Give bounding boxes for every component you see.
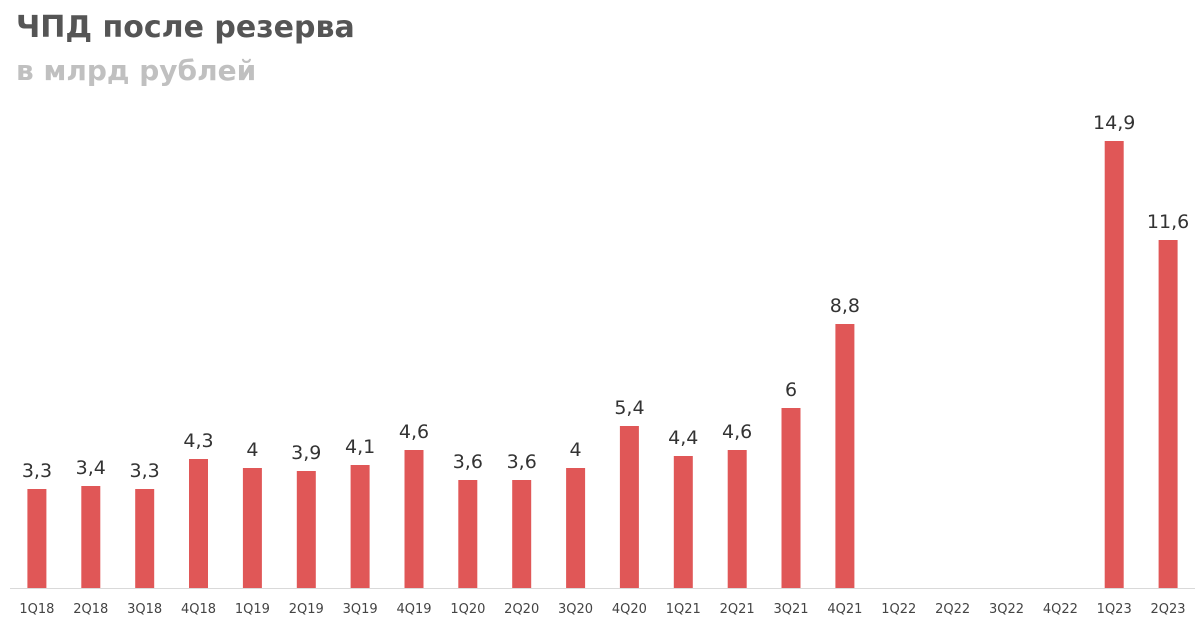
x-tick-label: 1Q23 [1097,602,1132,617]
bars-group [27,141,1178,588]
bar-value-label: 4,3 [183,430,213,452]
bar-value-label: 3,4 [76,457,106,479]
bar [512,480,532,588]
bar-value-label: 4 [570,439,582,461]
bar-value-label: 3,3 [22,460,52,482]
x-tick-label: 4Q22 [1043,602,1078,617]
bar [189,459,208,588]
bar [566,468,586,588]
bar [404,450,424,588]
bar-value-label: 6 [785,379,797,401]
bar-value-label: 3,6 [507,451,537,473]
x-tick-label: 2Q23 [1151,602,1186,617]
bar-value-label: 11,6 [1147,211,1189,233]
bar [835,324,855,588]
bar-value-label: 3,6 [453,451,483,473]
x-tick-label: 3Q22 [989,602,1024,617]
x-tick-label: 3Q19 [343,602,378,617]
bar [350,465,370,588]
x-tick-label: 4Q20 [612,602,647,617]
bar [781,408,801,588]
bar-value-label: 3,9 [291,442,321,464]
x-tick-label: 2Q19 [289,602,324,617]
bar-value-label: 4,4 [668,427,698,449]
bar-value-label: 4 [246,439,258,461]
bar [458,480,478,588]
bar [1158,240,1178,588]
bar [135,489,155,588]
bar-value-label: 4,1 [345,436,375,458]
value-labels-group: 3,3 3,4 3,3 4,3 4 3,9 4,1 4,6 3,6 3,6 4 5,4 4,4 4,6 6 8… [22,112,1189,482]
chart-title: ЧПД после резерва [16,10,355,45]
bar [727,450,747,588]
bar-value-label: 4,6 [722,421,752,443]
x-tick-label: 1Q20 [450,602,485,617]
x-tick-label: 1Q18 [19,602,54,617]
bar-value-label: 14,9 [1093,112,1135,134]
bar [673,456,693,588]
chart-subtitle: в млрд рублей [16,54,257,87]
bar-value-label: 4,6 [399,421,429,443]
x-tick-label: 2Q22 [935,602,970,617]
bar [619,426,639,588]
x-tick-label: 1Q19 [235,602,270,617]
bar-value-label: 3,3 [130,460,160,482]
x-tick-label: 4Q18 [181,602,216,617]
x-tick-label: 2Q21 [720,602,755,617]
x-tick-label: 3Q20 [558,602,593,617]
x-tick-label: 3Q18 [127,602,162,617]
bar [1104,141,1124,588]
bar [27,489,47,588]
x-tick-label: 2Q18 [73,602,108,617]
x-tick-label: 1Q22 [881,602,916,617]
bar-value-label: 8,8 [830,295,860,317]
bar [242,468,262,588]
x-tick-label: 4Q19 [396,602,431,617]
bar-value-label: 5,4 [614,397,644,419]
bar [296,471,316,588]
x-tick-label: 4Q21 [827,602,862,617]
x-tick-labels-group: 1Q18 2Q18 3Q18 4Q18 1Q19 2Q19 3Q19 4Q19 1Q20 2Q20… [19,602,1185,617]
x-tick-label: 1Q21 [666,602,701,617]
bar [81,486,101,588]
x-tick-label: 3Q21 [773,602,808,617]
x-tick-label: 2Q20 [504,602,539,617]
